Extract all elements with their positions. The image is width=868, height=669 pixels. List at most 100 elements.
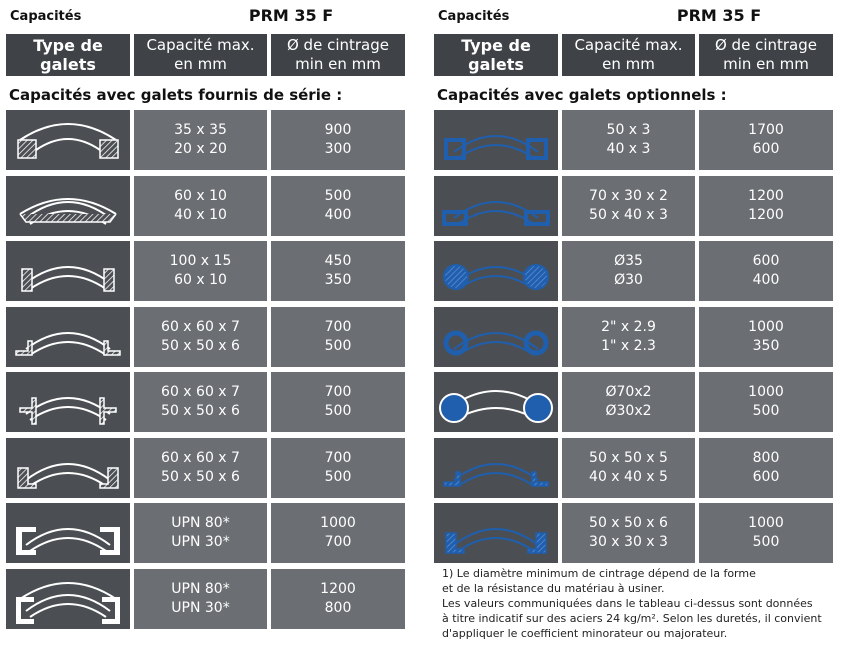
footnote: 1) Le diamètre minimum de cintrage dépen… xyxy=(442,566,857,641)
optional-rollers-panel: Capacités PRM 35 F Type de galets Capacit… xyxy=(434,0,844,563)
capacity-cell-value: 20 x 20 xyxy=(174,141,227,157)
round-tube-profile-icon xyxy=(434,372,558,432)
diameter-cell-value: 700 xyxy=(324,534,352,550)
table-row: 50 x 50 x 6 30 x 30 x 3 1000 500 xyxy=(434,503,834,563)
footnote-line: à titre indicatif sur des aciers 24 kg/m… xyxy=(442,612,822,625)
table-row: 60 x 60 x 7 50 x 50 x 6 700 500 xyxy=(6,372,406,432)
diameter-cell: 1000 700 xyxy=(271,503,405,563)
capacity-cell-value: 50 x 50 x 5 xyxy=(589,449,668,466)
table-row: 60 x 10 40 x 10 500 400 xyxy=(6,175,406,236)
table-row: Ø35 Ø30 600 400 xyxy=(434,241,834,301)
capacity-cell: 60 x 60 x 7 50 x 50 x 6 xyxy=(134,437,267,498)
square-tube-profile-icon xyxy=(6,110,130,170)
capacity-cell: 60 x 10 40 x 10 xyxy=(134,175,267,236)
diameter-cell: 700 500 xyxy=(271,372,405,432)
footnote-line: et de la résistance du matériau à usiner… xyxy=(442,582,665,595)
header-min-bending-diameter: Ø de cintrage min en mm xyxy=(271,34,405,76)
diameter-cell-value: 300 xyxy=(324,141,352,157)
capacity-cell-value: 60 x 60 x 7 xyxy=(161,384,240,400)
channel-flanges-in-profile-icon xyxy=(6,568,130,629)
capacity-cell: 50 x 50 x 6 30 x 30 x 3 xyxy=(562,503,695,563)
capacity-cell: 60 x 60 x 7 50 x 50 x 6 xyxy=(134,372,267,432)
footnote-line: d'appliquer le coefficient minorateur ou… xyxy=(442,627,728,640)
channel-flanges-out-profile-icon xyxy=(6,503,130,563)
capacity-cell: 100 x 15 60 x 10 xyxy=(134,241,267,301)
table-row: UPN 80* UPN 30* 1000 700 xyxy=(6,503,406,563)
capacity-cell-value: 1" x 2.3 xyxy=(601,337,656,354)
capacity-cell-value: 50 x 50 x 6 xyxy=(161,337,240,354)
capacity-cell: 2" x 2.9 1" x 2.3 xyxy=(562,306,695,367)
diameter-cell-value: 900 xyxy=(324,122,352,138)
capacity-cell-value: UPN 30* xyxy=(171,599,230,616)
table-row: 70 x 30 x 2 50 x 40 x 3 1200 1200 xyxy=(434,175,834,236)
table-row: 60 x 60 x 7 50 x 50 x 6 700 500 xyxy=(6,306,406,367)
capacity-cell-value: 40 x 10 xyxy=(174,206,227,223)
capacity-cell-value: 40 x 40 x 5 xyxy=(589,468,668,485)
capacity-cell-value: 50 x 40 x 3 xyxy=(589,206,668,223)
capacities-label: Capacités xyxy=(10,9,82,24)
table-row: 50 x 50 x 5 40 x 40 x 5 800 600 xyxy=(434,437,834,498)
footnote-line: Les valeurs communiquées dans le tableau… xyxy=(442,597,813,610)
diameter-cell-value: 600 xyxy=(752,253,780,269)
diameter-cell-value: 500 xyxy=(324,403,352,419)
diameter-cell-value: 500 xyxy=(324,337,352,354)
diameter-cell: 1200 1200 xyxy=(699,175,833,236)
diameter-cell: 1000 500 xyxy=(699,372,833,432)
standard-rollers-panel: Capacités PRM 35 F Type de galets Capacit… xyxy=(6,0,416,629)
header-roller-type: Type de galets xyxy=(6,34,130,76)
capacity-cell: 35 x 35 20 x 20 xyxy=(134,110,267,170)
rectangular-tube-profile-icon xyxy=(434,175,558,236)
diameter-cell: 1000 500 xyxy=(699,503,833,563)
diameter-cell: 500 400 xyxy=(271,175,405,236)
table-row: 2" x 2.9 1" x 2.3 1000 350 xyxy=(434,306,834,367)
diameter-cell: 1700 600 xyxy=(699,110,833,170)
table-row: Ø70x2 Ø30x2 1000 500 xyxy=(434,372,834,432)
diameter-cell-value: 1700 xyxy=(748,122,784,138)
capacity-cell-value: 60 x 10 xyxy=(174,272,227,288)
diameter-cell-value: 700 xyxy=(324,449,352,466)
diameter-cell: 450 350 xyxy=(271,241,405,301)
diameter-cell-value: 800 xyxy=(752,449,780,466)
capacity-cell: Ø35 Ø30 xyxy=(562,241,695,301)
capacities-label: Capacités xyxy=(438,9,510,24)
diameter-cell-value: 700 xyxy=(324,318,352,335)
angle-leg-out-profile-icon xyxy=(6,306,130,367)
diameter-cell: 700 500 xyxy=(271,306,405,367)
diameter-cell-value: 1200 xyxy=(748,206,784,223)
capacity-cell-value: 35 x 35 xyxy=(174,122,227,138)
tee-profile-icon xyxy=(6,372,130,432)
capacity-cell-value: 100 x 15 xyxy=(169,253,232,269)
capacity-cell-value: 60 x 60 x 7 xyxy=(161,449,240,466)
diameter-cell-value: 500 xyxy=(752,534,780,550)
diameter-cell-value: 450 xyxy=(324,253,352,269)
diameter-cell-value: 1000 xyxy=(320,515,356,531)
diameter-cell-value: 1000 xyxy=(748,318,784,335)
capacity-cell-value: 60 x 60 x 7 xyxy=(161,318,240,335)
diameter-cell-value: 400 xyxy=(324,206,352,223)
diameter-cell-value: 1000 xyxy=(748,515,784,531)
square-hollow-tube-profile-icon xyxy=(434,110,558,170)
capacity-cell: 60 x 60 x 7 50 x 50 x 6 xyxy=(134,306,267,367)
header-min-bending-diameter: Ø de cintrage min en mm xyxy=(699,34,833,76)
table-row: 50 x 3 40 x 3 1700 600 xyxy=(434,110,834,170)
diameter-cell: 1200 800 xyxy=(271,568,405,629)
capacity-cell-value: 40 x 3 xyxy=(606,141,651,157)
diameter-cell-value: 600 xyxy=(752,468,780,485)
model-title: PRM 35 F xyxy=(676,6,762,25)
diameter-cell: 800 600 xyxy=(699,437,833,498)
angle-leg-in-profile-icon xyxy=(434,503,558,563)
diameter-cell-value: 1200 xyxy=(748,187,784,204)
capacity-cell-value: UPN 30* xyxy=(171,534,230,550)
capacity-cell: 70 x 30 x 2 50 x 40 x 3 xyxy=(562,175,695,236)
diameter-cell-value: 350 xyxy=(324,272,352,288)
angle-leg-in-profile-icon xyxy=(6,437,130,498)
capacity-cell: Ø70x2 Ø30x2 xyxy=(562,372,695,432)
capacity-cell-value: Ø30x2 xyxy=(605,403,652,419)
capacity-cell-value: 50 x 50 x 6 xyxy=(161,468,240,485)
capacity-cell-value: UPN 80* xyxy=(171,580,230,597)
table-row: 100 x 15 60 x 10 450 350 xyxy=(6,241,406,301)
diameter-cell-value: 600 xyxy=(752,141,780,157)
footnote-line: 1) Le diamètre minimum de cintrage dépen… xyxy=(442,567,756,580)
header-max-capacity: Capacité max. en mm xyxy=(562,34,695,76)
capacity-cell: 50 x 3 40 x 3 xyxy=(562,110,695,170)
